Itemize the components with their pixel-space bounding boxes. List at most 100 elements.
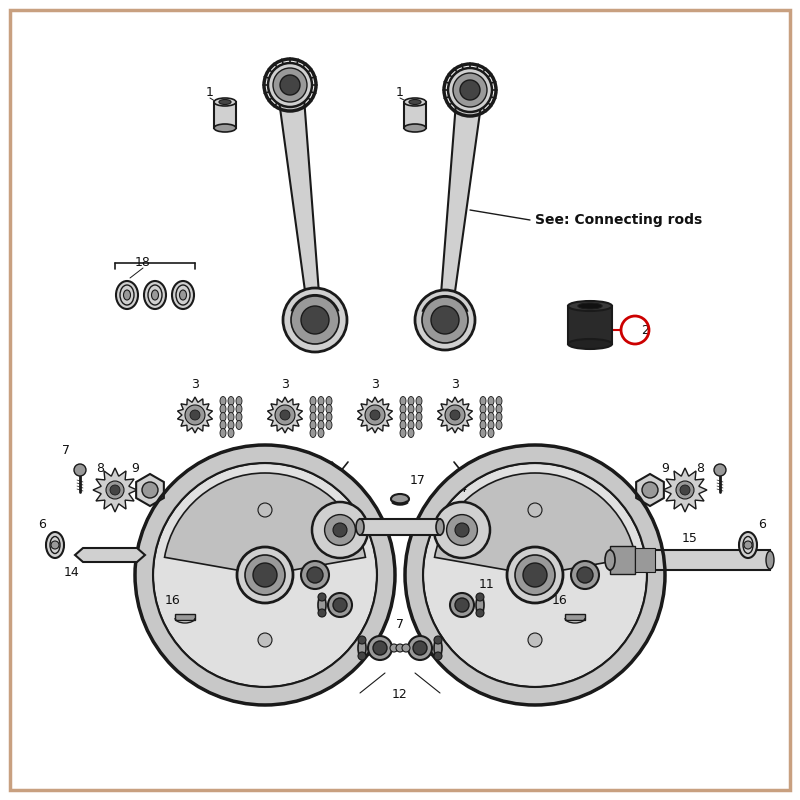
Circle shape [476,593,484,601]
Circle shape [676,481,694,499]
Circle shape [51,541,59,549]
Ellipse shape [400,413,406,422]
Ellipse shape [318,413,324,422]
Wedge shape [165,473,366,570]
Circle shape [253,563,277,587]
Ellipse shape [220,429,226,438]
Ellipse shape [605,550,615,570]
Circle shape [431,306,459,334]
Polygon shape [439,89,483,321]
Polygon shape [75,548,145,562]
Ellipse shape [496,397,502,406]
Ellipse shape [172,281,194,309]
Ellipse shape [228,413,234,422]
Text: 8: 8 [696,462,704,474]
Ellipse shape [310,405,316,414]
Circle shape [245,555,285,595]
Ellipse shape [480,405,486,414]
Ellipse shape [416,405,422,414]
Polygon shape [565,614,585,620]
Ellipse shape [408,429,414,438]
Circle shape [190,410,200,420]
Ellipse shape [236,397,242,406]
Circle shape [528,503,542,517]
Circle shape [448,68,492,112]
Ellipse shape [228,429,234,438]
Polygon shape [93,468,137,512]
Ellipse shape [400,429,406,438]
Ellipse shape [356,519,364,535]
Wedge shape [434,473,635,570]
Ellipse shape [408,405,414,414]
Circle shape [415,290,475,350]
Ellipse shape [404,124,426,132]
Circle shape [413,641,427,655]
Ellipse shape [408,413,414,422]
Circle shape [258,503,272,517]
Circle shape [358,652,366,660]
Ellipse shape [151,290,158,300]
Ellipse shape [739,532,757,558]
Circle shape [280,75,300,95]
Text: 6: 6 [758,518,766,531]
Ellipse shape [236,413,242,422]
Ellipse shape [400,405,406,414]
Bar [635,548,655,572]
Ellipse shape [400,397,406,406]
Text: 7: 7 [62,443,70,457]
Ellipse shape [326,405,332,414]
Ellipse shape [326,397,332,406]
Ellipse shape [318,595,326,615]
Ellipse shape [480,397,486,406]
Text: 4: 4 [458,482,466,494]
Circle shape [301,306,329,334]
Ellipse shape [236,421,242,430]
Circle shape [328,593,352,617]
Ellipse shape [496,421,502,430]
Ellipse shape [214,124,236,132]
Ellipse shape [488,421,494,430]
Text: 18: 18 [135,255,151,269]
Text: 15: 15 [682,531,698,545]
Bar [360,519,440,535]
Circle shape [642,482,658,498]
Text: 11: 11 [479,578,495,591]
Circle shape [365,405,385,425]
Polygon shape [178,397,213,433]
Circle shape [422,297,468,343]
Ellipse shape [318,405,324,414]
Circle shape [106,481,124,499]
Ellipse shape [220,421,226,430]
Circle shape [396,644,404,652]
Ellipse shape [310,429,316,438]
Circle shape [258,633,272,647]
Ellipse shape [228,405,234,414]
Circle shape [577,567,593,583]
Ellipse shape [568,301,612,311]
Ellipse shape [766,551,774,569]
Ellipse shape [220,397,226,406]
Circle shape [402,644,410,652]
Ellipse shape [358,638,366,658]
Ellipse shape [480,413,486,422]
Circle shape [318,609,326,617]
Ellipse shape [568,339,612,349]
Circle shape [450,410,460,420]
Circle shape [307,567,323,583]
Circle shape [408,636,432,660]
Circle shape [318,593,326,601]
Ellipse shape [496,405,502,414]
Ellipse shape [228,421,234,430]
Circle shape [523,563,547,587]
Ellipse shape [404,98,426,106]
Ellipse shape [318,397,324,406]
Circle shape [110,485,120,495]
Circle shape [434,636,442,644]
Ellipse shape [325,514,355,546]
Text: 12: 12 [392,689,408,702]
Circle shape [142,482,158,498]
Text: 16: 16 [165,594,181,606]
Circle shape [283,288,347,352]
Ellipse shape [179,290,186,300]
Circle shape [373,641,387,655]
